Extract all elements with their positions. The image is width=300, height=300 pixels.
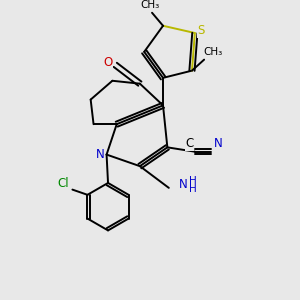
Text: C: C bbox=[185, 137, 194, 150]
Text: H: H bbox=[189, 176, 196, 187]
Text: S: S bbox=[197, 24, 205, 37]
Text: N: N bbox=[214, 137, 223, 150]
Text: N: N bbox=[96, 148, 105, 161]
Text: O: O bbox=[103, 56, 113, 69]
Text: CH₃: CH₃ bbox=[140, 0, 159, 10]
Text: N: N bbox=[179, 178, 188, 191]
Text: H: H bbox=[189, 184, 196, 194]
Text: CH₃: CH₃ bbox=[203, 46, 222, 56]
Text: Cl: Cl bbox=[57, 177, 69, 190]
